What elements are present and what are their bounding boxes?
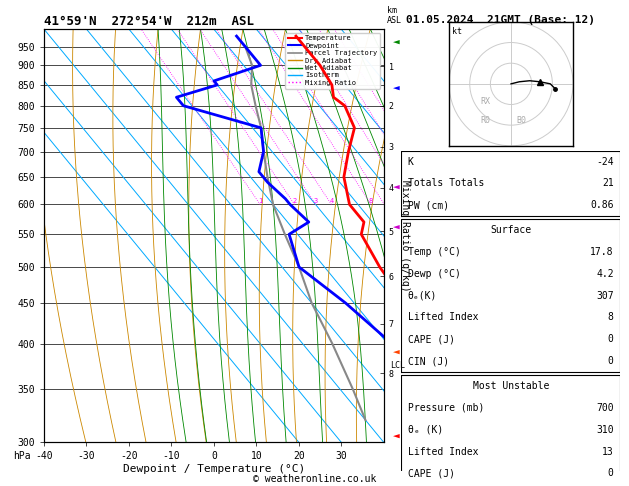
Text: hPa: hPa — [13, 451, 31, 461]
Text: 307: 307 — [596, 291, 614, 301]
X-axis label: Dewpoint / Temperature (°C): Dewpoint / Temperature (°C) — [123, 464, 305, 474]
Text: kt: kt — [452, 27, 462, 36]
Text: R0: R0 — [480, 116, 490, 125]
Text: K: K — [408, 156, 414, 167]
Text: Pressure (mb): Pressure (mb) — [408, 403, 484, 413]
Text: CAPE (J): CAPE (J) — [408, 334, 455, 344]
Text: 4.2: 4.2 — [596, 269, 614, 279]
Text: 310: 310 — [596, 425, 614, 434]
Text: 01.05.2024  21GMT (Base: 12): 01.05.2024 21GMT (Base: 12) — [406, 15, 594, 25]
Text: Most Unstable: Most Unstable — [472, 381, 549, 391]
Text: B0: B0 — [516, 116, 526, 125]
Text: km
ASL: km ASL — [387, 6, 402, 25]
Text: 0.86: 0.86 — [590, 200, 614, 210]
Text: 8: 8 — [608, 312, 614, 322]
Text: Dewp (°C): Dewp (°C) — [408, 269, 461, 279]
Text: 17.8: 17.8 — [590, 247, 614, 257]
Text: Lifted Index: Lifted Index — [408, 312, 479, 322]
Text: LCL: LCL — [391, 361, 406, 370]
Text: θₑ (K): θₑ (K) — [408, 425, 443, 434]
Text: 1: 1 — [258, 198, 262, 205]
Y-axis label: Mixing Ratio (g/kg): Mixing Ratio (g/kg) — [400, 180, 410, 292]
Text: © weatheronline.co.uk: © weatheronline.co.uk — [253, 473, 376, 484]
Text: 700: 700 — [596, 403, 614, 413]
Text: ◄: ◄ — [393, 347, 400, 357]
Text: CIN (J): CIN (J) — [408, 356, 449, 366]
Text: ◄: ◄ — [393, 432, 400, 442]
Text: Totals Totals: Totals Totals — [408, 178, 484, 189]
Text: PW (cm): PW (cm) — [408, 200, 449, 210]
Text: 2: 2 — [292, 198, 297, 205]
Text: ◄: ◄ — [393, 183, 400, 192]
Text: 4: 4 — [329, 198, 333, 205]
Text: 0: 0 — [608, 469, 614, 478]
Text: -24: -24 — [596, 156, 614, 167]
Text: 21: 21 — [602, 178, 614, 189]
Text: θₑ(K): θₑ(K) — [408, 291, 437, 301]
Text: ◄: ◄ — [393, 223, 400, 233]
Text: 13: 13 — [602, 447, 614, 456]
Text: ◄: ◄ — [393, 84, 400, 94]
Text: Lifted Index: Lifted Index — [408, 447, 479, 456]
Text: 8: 8 — [369, 198, 373, 205]
Text: RX: RX — [480, 98, 490, 106]
Text: Temp (°C): Temp (°C) — [408, 247, 461, 257]
Legend: Temperature, Dewpoint, Parcel Trajectory, Dry Adiabat, Wet Adiabat, Isotherm, Mi: Temperature, Dewpoint, Parcel Trajectory… — [285, 33, 380, 88]
Text: 41°59'N  272°54'W  212m  ASL: 41°59'N 272°54'W 212m ASL — [44, 15, 254, 28]
Text: CAPE (J): CAPE (J) — [408, 469, 455, 478]
Text: 3: 3 — [314, 198, 318, 205]
Text: Surface: Surface — [490, 225, 532, 235]
Text: 0: 0 — [608, 334, 614, 344]
Text: ◄: ◄ — [393, 38, 400, 48]
Text: 0: 0 — [608, 356, 614, 366]
